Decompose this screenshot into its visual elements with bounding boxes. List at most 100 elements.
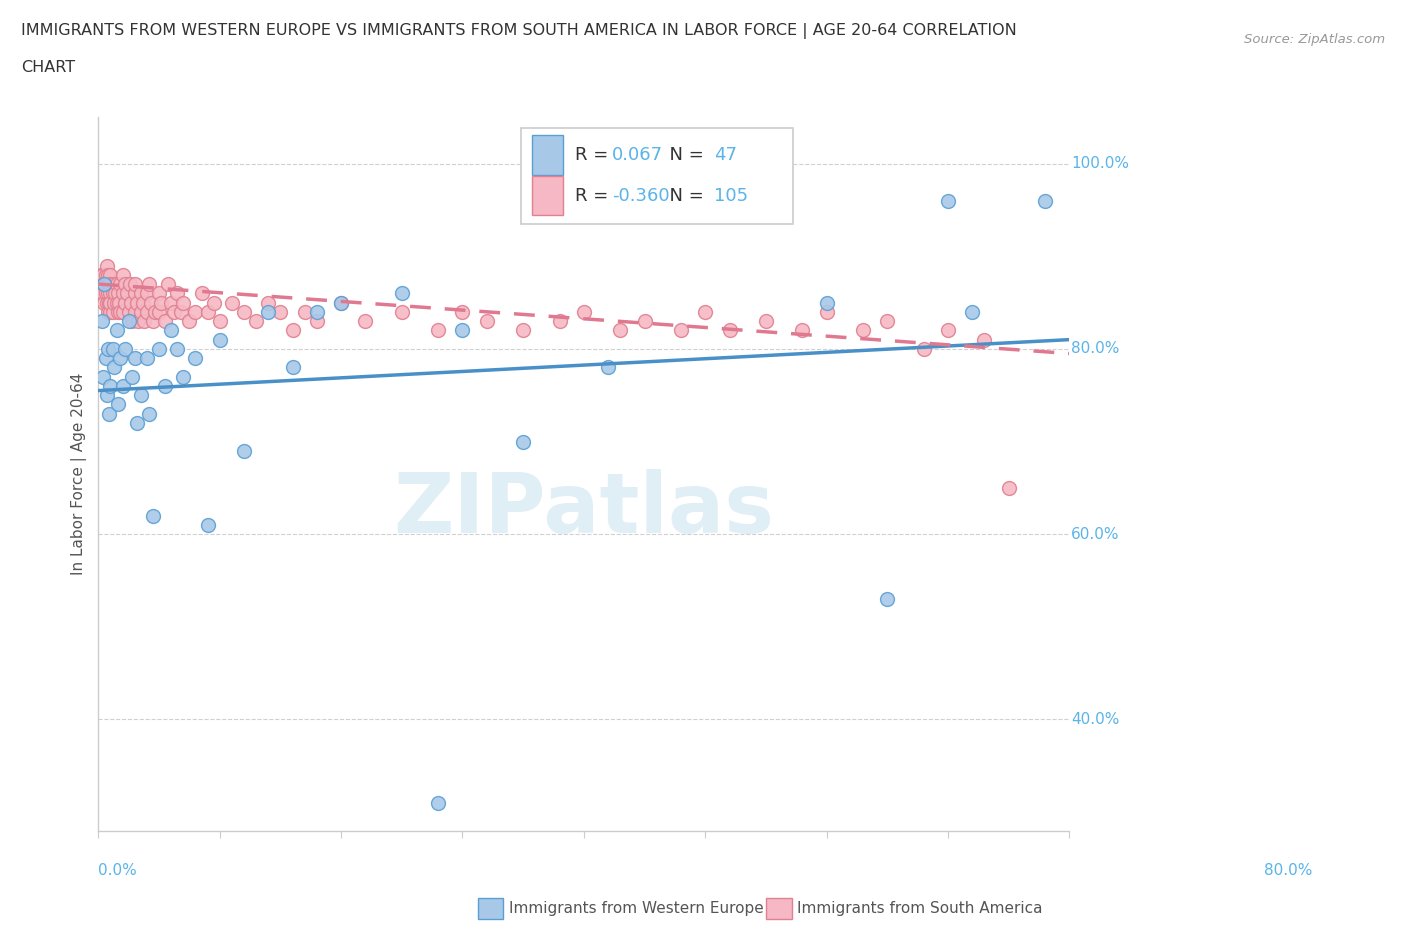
Point	[97, 304, 120, 319]
Text: 100.0%: 100.0%	[1071, 156, 1129, 171]
Point	[118, 313, 141, 328]
Point	[135, 304, 157, 319]
Point	[162, 304, 184, 319]
Bar	[533, 136, 564, 175]
Point	[111, 267, 134, 282]
Point	[103, 360, 125, 375]
Point	[108, 351, 131, 365]
Text: IMMIGRANTS FROM WESTERN EUROPE VS IMMIGRANTS FROM SOUTH AMERICA IN LABOR FORCE |: IMMIGRANTS FROM WESTERN EUROPE VS IMMIGR…	[21, 23, 1017, 39]
Text: 80.0%: 80.0%	[1264, 863, 1312, 878]
Point	[94, 351, 117, 365]
Y-axis label: In Labor Force | Age 20-64: In Labor Force | Age 20-64	[72, 373, 87, 575]
Text: CHART: CHART	[21, 60, 75, 75]
Point	[633, 313, 655, 328]
Point	[124, 351, 146, 365]
Text: Immigrants from Western Europe: Immigrants from Western Europe	[509, 901, 763, 916]
Text: N =: N =	[658, 187, 709, 205]
Point	[815, 295, 838, 310]
Point	[134, 313, 156, 328]
Bar	[533, 176, 564, 216]
Point	[451, 323, 474, 338]
Point	[96, 276, 118, 291]
Point	[208, 332, 231, 347]
Point	[108, 304, 131, 319]
Point	[148, 286, 170, 300]
Point	[1033, 193, 1056, 208]
Point	[170, 304, 193, 319]
Point	[121, 313, 143, 328]
Point	[114, 276, 136, 291]
Point	[148, 304, 170, 319]
Point	[184, 351, 207, 365]
Point	[127, 313, 149, 328]
Point	[103, 295, 125, 310]
Point	[124, 276, 146, 291]
Point	[257, 304, 280, 319]
Point	[962, 304, 984, 319]
Point	[245, 313, 267, 328]
Point	[111, 379, 134, 393]
Point	[815, 304, 838, 319]
Point	[197, 517, 219, 532]
Point	[973, 332, 995, 347]
Point	[695, 193, 717, 208]
Point	[120, 295, 142, 310]
Point	[936, 323, 959, 338]
Point	[202, 295, 225, 310]
Point	[129, 304, 152, 319]
Point	[427, 795, 450, 810]
Text: -0.360: -0.360	[612, 187, 669, 205]
Point	[108, 295, 131, 310]
Point	[101, 304, 124, 319]
Point	[145, 304, 167, 319]
Point	[94, 267, 117, 282]
Point	[718, 323, 741, 338]
Point	[156, 276, 179, 291]
Point	[912, 341, 935, 356]
Point	[105, 276, 128, 291]
Point	[91, 267, 114, 282]
Point	[669, 323, 692, 338]
Point	[91, 313, 114, 328]
Point	[138, 406, 160, 421]
Point	[153, 379, 176, 393]
Point	[305, 313, 328, 328]
Point	[233, 304, 256, 319]
Point	[107, 397, 129, 412]
Point	[135, 351, 157, 365]
Point	[269, 304, 291, 319]
Point	[104, 286, 127, 300]
Point	[129, 286, 152, 300]
Point	[96, 258, 118, 272]
Point	[190, 286, 212, 300]
Point	[876, 313, 898, 328]
Point	[197, 304, 219, 319]
Point	[572, 304, 595, 319]
Point	[93, 276, 115, 291]
Point	[107, 286, 129, 300]
Point	[117, 286, 139, 300]
FancyBboxPatch shape	[520, 128, 793, 224]
Point	[100, 267, 122, 282]
Point	[512, 434, 534, 449]
Point	[98, 276, 121, 291]
Text: Immigrants from South America: Immigrants from South America	[797, 901, 1043, 916]
Point	[598, 360, 620, 375]
Point	[100, 304, 122, 319]
Point	[172, 295, 194, 310]
Point	[132, 295, 155, 310]
Point	[792, 323, 814, 338]
Point	[281, 360, 304, 375]
Point	[118, 276, 141, 291]
Point	[97, 286, 120, 300]
Text: R =: R =	[575, 146, 614, 164]
Point	[166, 341, 188, 356]
Point	[330, 295, 353, 310]
Point	[91, 276, 114, 291]
Point	[93, 295, 115, 310]
Point	[391, 304, 413, 319]
Text: 105: 105	[714, 187, 748, 205]
Point	[997, 481, 1019, 496]
Point	[142, 313, 165, 328]
Point	[127, 295, 149, 310]
